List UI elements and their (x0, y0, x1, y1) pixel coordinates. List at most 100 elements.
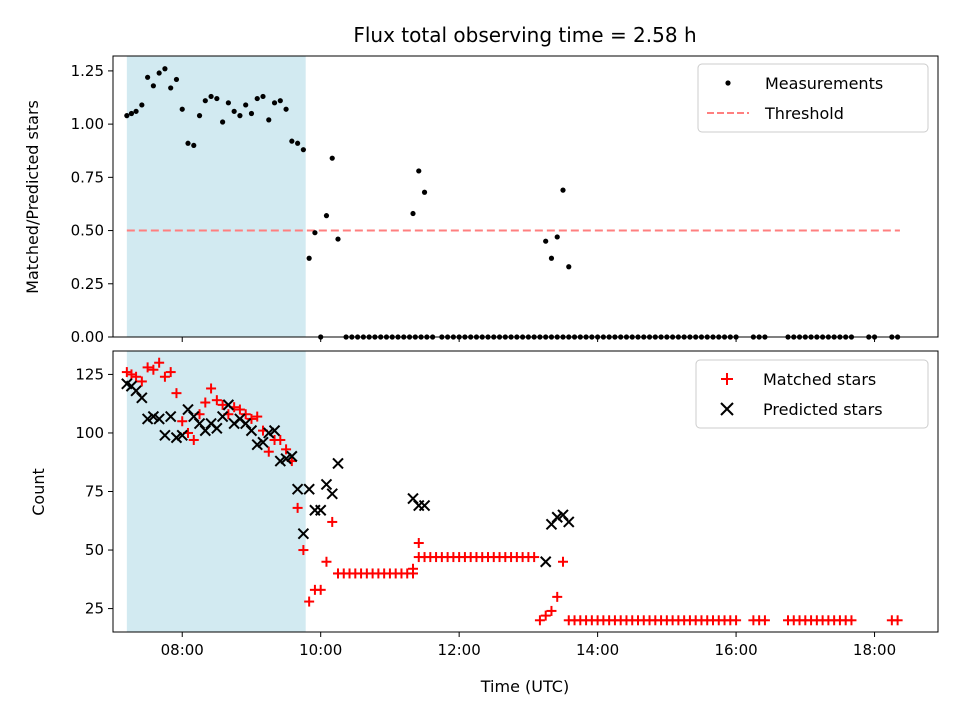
measurement-point (156, 70, 162, 76)
bottom-xtick-label: 14:00 (576, 641, 619, 659)
top-legend: Measurements Threshold (697, 63, 929, 133)
bottom-yticks: 25 50 75 100 125 (75, 365, 113, 618)
measurement-point (128, 110, 135, 117)
predicted-star-point (539, 556, 552, 568)
measurement-point (554, 234, 560, 240)
measurement-point (300, 147, 306, 153)
matched-star-point (200, 397, 211, 408)
predicted-star-point (170, 431, 183, 444)
matched-star-point (413, 538, 424, 549)
matched-star-point (546, 605, 557, 616)
measurement-point (283, 106, 289, 112)
measurement-point (202, 98, 208, 104)
top-ytick-label: 1.25 (71, 62, 104, 80)
predicted-star-point (216, 410, 229, 423)
measurement-point (266, 117, 272, 123)
bottom-ytick-label: 50 (85, 541, 104, 559)
matched-star-point (281, 444, 292, 455)
matched-star-point (759, 615, 770, 626)
matched-star-point (217, 399, 228, 410)
top-ylabel: Matched/Predicted stars (23, 100, 42, 294)
matched-star-point (131, 371, 142, 382)
matched-star-point (892, 615, 903, 626)
matched-star-point (177, 416, 188, 427)
bottom-xtick-label: 08:00 (161, 641, 204, 659)
matched-star-point (159, 371, 170, 382)
predicted-star-point (332, 457, 344, 470)
predicted-star-point (563, 516, 575, 528)
measurement-point (306, 255, 312, 261)
measurement-point (254, 95, 260, 102)
predicted-star-point (245, 424, 258, 437)
predicted-star-point (251, 438, 263, 451)
bottom-legend-box (695, 359, 929, 429)
bottom-xlabel: Time (UTC) (480, 677, 569, 696)
matched-star-point (327, 516, 338, 527)
matched-star-point (534, 615, 545, 626)
predicted-star-point (222, 399, 235, 411)
measurement-point (220, 119, 226, 125)
matched-star-point (315, 584, 326, 595)
predicted-star-point (280, 453, 292, 465)
bottom-ylabel: Count (29, 468, 48, 516)
measurement-point (179, 106, 185, 112)
measurement-point (185, 140, 191, 146)
matched-star-point (136, 376, 147, 387)
predicted-star-point (136, 392, 148, 404)
top-ytick-label: 1.00 (71, 115, 104, 133)
top-ytick-label: 0.50 (71, 222, 104, 240)
measurement-point (543, 238, 549, 244)
bottom-legend: Matched stars Predicted stars (695, 359, 929, 429)
matched-star-point (558, 556, 568, 567)
measurement-point (410, 210, 416, 217)
bottom-xtick-label: 12:00 (438, 641, 481, 659)
top-axes-frame (112, 55, 939, 338)
measurement-point (243, 102, 249, 108)
bottom-ytick-label: 75 (85, 483, 104, 501)
bottom-xticks: 08:00 10:00 12:00 14:00 16:00 18:00 (161, 632, 896, 659)
predicted-star-point (303, 483, 315, 495)
predicted-star-point (263, 427, 275, 439)
matched-star-point (552, 591, 563, 602)
matched-star-point (292, 502, 303, 513)
measurement-point (231, 108, 237, 114)
top-legend-box (697, 63, 929, 133)
matched-star-point (275, 434, 286, 445)
measurement-point (271, 100, 278, 106)
measurement-point (133, 108, 139, 114)
bottom-xtick-label: 16:00 (714, 641, 757, 659)
bottom-xtick-label: 18:00 (853, 641, 896, 659)
measurement-point (289, 138, 295, 144)
measurement-point (168, 85, 174, 91)
matched-star-point (731, 615, 742, 626)
matched-star-point (846, 615, 857, 626)
matched-star-point (148, 364, 159, 375)
legend-predicted-label: Predicted stars (763, 400, 883, 419)
predicted-star-point (141, 413, 154, 425)
measurement-point (124, 113, 130, 119)
measurement-point (248, 110, 255, 117)
predicted-star-point (274, 455, 287, 467)
matched-star-point (263, 446, 274, 457)
predicted-star-point (211, 422, 223, 434)
predicted-star-point (551, 511, 563, 523)
predicted-star-point (153, 413, 165, 425)
top-ytick-label: 0.00 (71, 328, 104, 346)
predicted-star-point (257, 436, 269, 449)
predicted-star-point (418, 499, 431, 512)
bottom-ytick-label: 125 (75, 365, 104, 383)
measurement-point (566, 264, 572, 270)
predicted-star-point (147, 410, 160, 423)
predicted-star-point (159, 429, 171, 442)
measurement-point (421, 189, 428, 195)
predicted-star-point (326, 488, 338, 500)
matched-star-point (211, 395, 222, 406)
bottom-ytick-label: 100 (75, 424, 104, 442)
top-xticks (181, 337, 876, 342)
matched-star-point (408, 563, 418, 574)
measurement-point (548, 255, 555, 261)
measurement-point (150, 83, 156, 89)
matched-star-point (165, 367, 176, 378)
matched-star-point (304, 596, 315, 607)
